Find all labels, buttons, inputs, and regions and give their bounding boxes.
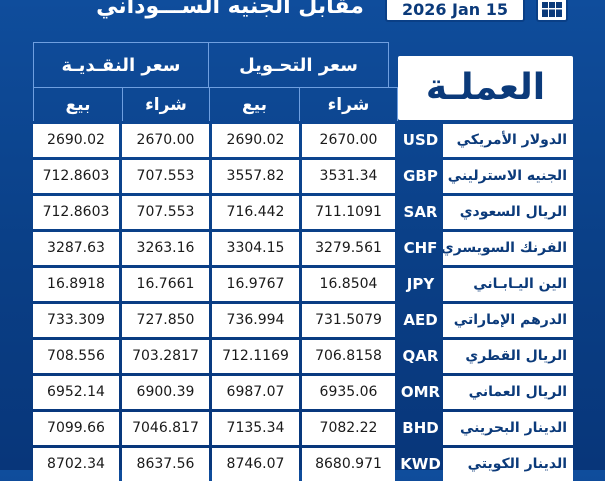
currency-name: الدينار الكويتي <box>443 448 573 481</box>
transfer-sell-value: 712.1169 <box>212 340 299 373</box>
cash-sell-value: 8702.34 <box>33 448 119 481</box>
currency-code: CHF <box>403 239 438 257</box>
transfer-rate-header: سعر التحـويل <box>209 42 389 87</box>
cash-rate-header: سعر النقـديـة <box>33 42 209 87</box>
transfer-buy-value: 8680.971 <box>302 448 395 481</box>
transfer-sell-value: 7135.34 <box>212 412 299 445</box>
currency-code: SAR <box>403 203 438 221</box>
cash-buy-value: 7046.817 <box>122 412 209 445</box>
table-subheaders: بيع شراء بيع شراء <box>33 87 398 121</box>
cash-sell-value: 708.556 <box>33 340 119 373</box>
currency-name: الريال السعودي <box>443 196 573 229</box>
cash-buy-value: 707.553 <box>122 160 209 193</box>
cash-sell-value: 16.8918 <box>33 268 119 301</box>
table-row: 6952.14 6900.39 6987.07 6935.06 OMR الري… <box>33 376 573 409</box>
table-row: 8702.34 8637.56 8746.07 8680.971 KWD الد… <box>33 448 573 481</box>
cash-buy-value: 2670.00 <box>122 124 209 157</box>
currency-code: OMR <box>400 383 441 401</box>
transfer-buy-value: 16.8504 <box>302 268 395 301</box>
calendar-icon <box>536 0 568 22</box>
currency-name: الفرنك السويسري <box>443 232 573 265</box>
cash-buy-value: 6900.39 <box>122 376 209 409</box>
top-bar: مقابل الجنيه الســـوداني 2026 Jan 15 <box>0 0 605 38</box>
cash-sell-value: 733.309 <box>33 304 119 337</box>
table-row: 16.8918 16.7661 16.9767 16.8504 JPY الين… <box>33 268 573 301</box>
transfer-sell-header: بيع <box>209 87 299 121</box>
cash-buy-header: شراء <box>122 87 209 121</box>
transfer-buy-value: 731.5079 <box>302 304 395 337</box>
transfer-buy-value: 6935.06 <box>302 376 395 409</box>
cash-sell-value: 7099.66 <box>33 412 119 445</box>
cash-buy-value: 16.7661 <box>122 268 209 301</box>
date-box: 2026 Jan 15 <box>385 0 525 22</box>
table-group-headers: سعر النقـديـة سعر التحـويل <box>33 42 573 87</box>
transfer-sell-value: 736.994 <box>212 304 299 337</box>
currency-code: AED <box>403 311 438 329</box>
transfer-buy-value: 706.8158 <box>302 340 395 373</box>
currency-name: الين اليـابـاني <box>443 268 573 301</box>
currency-column-header: العملـة <box>398 56 573 120</box>
currency-name: الجنيه الاسترليني <box>443 160 573 193</box>
transfer-sell-value: 8746.07 <box>212 448 299 481</box>
currency-name: الدولار الأمريكي <box>443 124 573 157</box>
cash-sell-header: بيع <box>33 87 122 121</box>
table-row: 712.8603 707.553 3557.82 3531.34 GBP الج… <box>33 160 573 193</box>
currency-name: الريال القطري <box>443 340 573 373</box>
transfer-buy-header: شراء <box>299 87 398 121</box>
transfer-buy-value: 3279.561 <box>302 232 395 265</box>
cash-sell-value: 2690.02 <box>33 124 119 157</box>
cash-buy-value: 703.2817 <box>122 340 209 373</box>
table-row: 708.556 703.2817 712.1169 706.8158 QAR ا… <box>33 340 573 373</box>
transfer-sell-value: 3557.82 <box>212 160 299 193</box>
exchange-rate-table: سعر النقـديـة سعر التحـويل العملـة بيع ش… <box>33 42 573 481</box>
table-row: 7099.66 7046.817 7135.34 7082.22 BHD الد… <box>33 412 573 445</box>
cash-sell-value: 6952.14 <box>33 376 119 409</box>
currency-name: الريال العماني <box>443 376 573 409</box>
cash-buy-value: 3263.16 <box>122 232 209 265</box>
currency-code: USD <box>402 131 439 149</box>
currency-name: الدينار البحريني <box>443 412 573 445</box>
cash-sell-value: 3287.63 <box>33 232 119 265</box>
transfer-buy-value: 711.1091 <box>302 196 395 229</box>
page-title: مقابل الجنيه الســـوداني <box>96 0 364 19</box>
transfer-sell-value: 6987.07 <box>212 376 299 409</box>
currency-name: الدرهم الإماراتي <box>443 304 573 337</box>
transfer-buy-value: 3531.34 <box>302 160 395 193</box>
currency-code: QAR <box>402 347 439 365</box>
currency-code: KWD <box>400 455 441 473</box>
currency-code: JPY <box>406 275 435 293</box>
cash-buy-value: 707.553 <box>122 196 209 229</box>
currency-code: GBP <box>403 167 438 185</box>
table-row: 733.309 727.850 736.994 731.5079 AED الد… <box>33 304 573 337</box>
transfer-buy-value: 7082.22 <box>302 412 395 445</box>
transfer-sell-value: 2690.02 <box>212 124 299 157</box>
table-row: 2690.02 2670.00 2690.02 2670.00 USD الدو… <box>33 124 573 157</box>
table-row: 3287.63 3263.16 3304.15 3279.561 CHF الف… <box>33 232 573 265</box>
currency-code: BHD <box>402 419 439 437</box>
transfer-sell-value: 16.9767 <box>212 268 299 301</box>
cash-buy-value: 8637.56 <box>122 448 209 481</box>
transfer-sell-value: 3304.15 <box>212 232 299 265</box>
cash-sell-value: 712.8603 <box>33 196 119 229</box>
transfer-sell-value: 716.442 <box>212 196 299 229</box>
cash-buy-value: 727.850 <box>122 304 209 337</box>
table-row: 712.8603 707.553 716.442 711.1091 SAR ال… <box>33 196 573 229</box>
cash-sell-value: 712.8603 <box>33 160 119 193</box>
transfer-buy-value: 2670.00 <box>302 124 395 157</box>
